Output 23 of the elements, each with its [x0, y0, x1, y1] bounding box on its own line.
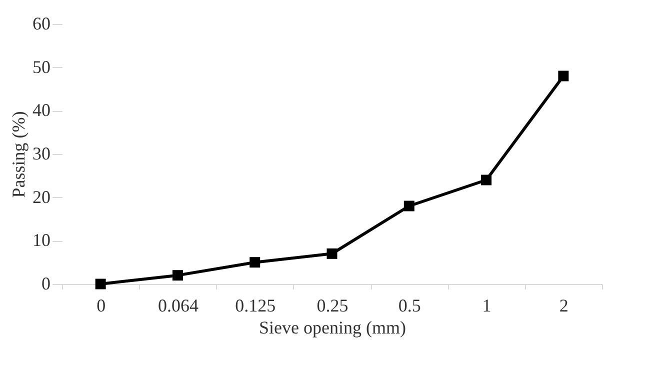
- y-tick-label: 10: [32, 230, 50, 250]
- point: [481, 174, 492, 186]
- point: [250, 257, 260, 268]
- y-tick-label: 40: [32, 100, 50, 120]
- x-tick-label: 0.25: [316, 296, 348, 316]
- y-tick-label: 30: [32, 144, 50, 164]
- x-tick-label: 0.064: [158, 296, 198, 316]
- point: [558, 70, 569, 82]
- point: [172, 270, 183, 281]
- y-tick-label: 0: [42, 274, 50, 294]
- y-tick-label: 60: [32, 14, 50, 34]
- x-axis-title: Sieve opening (mm): [259, 318, 406, 338]
- x-tick-label: 0.5: [398, 296, 421, 316]
- y-axis-title: Passing (%): [8, 111, 28, 198]
- point: [95, 278, 106, 290]
- point: [404, 200, 414, 212]
- y-tick-label: 50: [32, 56, 50, 77]
- point: [326, 248, 338, 259]
- x-tick-label: 0: [96, 296, 106, 316]
- x-tick-label: 1: [482, 296, 492, 316]
- y-tick-label: 20: [32, 186, 50, 207]
- x-tick-label: 0.125: [235, 296, 276, 316]
- x-tick-label: 2: [559, 296, 568, 316]
